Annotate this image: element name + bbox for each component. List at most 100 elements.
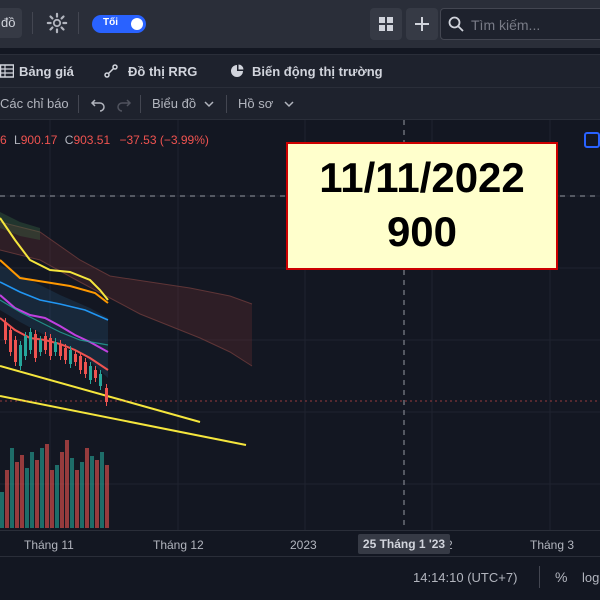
log-scale-toggle[interactable]: log xyxy=(582,570,600,585)
chevron-down-icon xyxy=(204,101,214,108)
candle xyxy=(34,334,37,358)
price-chart[interactable] xyxy=(0,120,600,530)
ohlc-low-value: 900.17 xyxy=(20,133,58,147)
profile-dropdown[interactable]: Hồ sơ xyxy=(238,96,274,111)
divider xyxy=(226,95,227,113)
theme-toggle[interactable]: Tối xyxy=(92,15,146,33)
link-icon[interactable] xyxy=(584,132,600,148)
candle xyxy=(44,336,47,350)
percent-scale-toggle[interactable]: % xyxy=(555,569,568,585)
trendline-upper xyxy=(0,365,201,423)
rrg-chart-icon xyxy=(104,64,118,78)
chevron-down-icon xyxy=(284,101,294,108)
ichimoku-cloud xyxy=(0,222,252,366)
volume-bar xyxy=(10,448,14,528)
volume-bar xyxy=(105,465,109,528)
volume-bar xyxy=(75,470,79,528)
nav-item-price-board[interactable]: Bảng giá xyxy=(19,64,74,79)
clock[interactable]: 14:14:10 (UTC+7) xyxy=(413,570,518,585)
time-axis[interactable]: Tháng 11 Tháng 12 2023 2 Tháng 3 25 Thán… xyxy=(0,530,600,556)
chart-tab[interactable]: đồ xyxy=(0,8,22,38)
pie-chart-icon xyxy=(231,64,244,77)
volume-bar xyxy=(100,452,104,528)
green-cloud xyxy=(0,212,40,240)
redo-icon[interactable] xyxy=(116,96,132,112)
volume-bar xyxy=(50,470,54,528)
candle xyxy=(84,362,87,374)
ohlc-close-label: C xyxy=(64,133,74,147)
candle xyxy=(69,350,72,364)
nav-item-rrg[interactable]: Đồ thị RRG xyxy=(128,64,198,79)
volume-bar xyxy=(55,465,59,528)
volume-bar xyxy=(25,468,29,528)
volume-bar xyxy=(5,470,9,528)
chart-toolbar: Các chỉ báo Biểu đồ Hồ sơ xyxy=(0,88,600,120)
theme-toggle-label: Tối xyxy=(103,17,118,28)
candle xyxy=(49,338,52,356)
volume-bar xyxy=(65,440,69,528)
moving-average-yellow xyxy=(0,217,109,301)
moving-average-red xyxy=(0,317,109,371)
bottom-bar: 14:14:10 (UTC+7) % log xyxy=(0,556,600,600)
layout-button[interactable] xyxy=(370,8,402,40)
volume-bar xyxy=(20,455,24,528)
moving-average-orange xyxy=(0,259,109,304)
candle xyxy=(94,370,97,378)
volume-bar xyxy=(85,448,89,528)
nav-bar: Bảng giá Đồ thị RRG Biến động thị trường xyxy=(0,54,600,88)
divider xyxy=(539,566,540,588)
divider xyxy=(78,95,79,113)
candle xyxy=(39,340,42,352)
volume-bar xyxy=(30,452,34,528)
volume-bar xyxy=(95,460,99,528)
candle xyxy=(105,388,108,402)
ohlc-legend: 6 L900.17 C903.51 −37.53 (−3.99%) xyxy=(0,133,209,147)
ohlc-low-label: L xyxy=(14,133,21,147)
time-axis-label: Tháng 12 xyxy=(153,538,204,552)
search-box[interactable]: Tìm kiếm... xyxy=(440,8,600,40)
indicators-button[interactable]: Các chỉ báo xyxy=(0,96,69,111)
grid-icon xyxy=(379,17,393,31)
undo-icon[interactable] xyxy=(90,96,106,112)
time-axis-label: Tháng 3 xyxy=(530,538,575,552)
divider xyxy=(78,12,79,34)
volume-bar xyxy=(80,462,84,528)
toggle-knob xyxy=(131,18,143,30)
volume-bar xyxy=(35,460,39,528)
ohlc-open-tail: 6 xyxy=(0,133,7,147)
search-icon xyxy=(448,16,464,32)
candle xyxy=(74,354,77,362)
add-button[interactable] xyxy=(406,8,438,40)
candle xyxy=(64,348,67,360)
plus-icon xyxy=(415,17,429,31)
volume-bar xyxy=(60,452,64,528)
nav-item-market-movement[interactable]: Biến động thị trường xyxy=(252,64,383,79)
volume-bar xyxy=(70,458,74,528)
ichimoku-cloud-upper xyxy=(0,221,253,305)
annotation-callout: 11/11/2022 900 xyxy=(286,142,558,270)
divider xyxy=(140,95,141,113)
volume-bar xyxy=(40,448,44,528)
candle xyxy=(24,336,27,356)
annotation-value: 900 xyxy=(386,208,458,255)
search-input[interactable]: Tìm kiếm... xyxy=(471,17,541,33)
top-bar: đồ Tối Tìm kiếm... xyxy=(0,0,600,48)
volume-bar xyxy=(90,456,94,528)
chart-pane[interactable]: 6 L900.17 C903.51 −37.53 (−3.99%) 11/11/… xyxy=(0,120,600,530)
trendline-lower xyxy=(0,395,247,446)
ichimoku-cloud-lower xyxy=(0,249,253,367)
volume-bar xyxy=(0,492,4,528)
annotation-date: 11/11/2022 xyxy=(319,154,525,201)
volume-bar xyxy=(15,462,19,528)
candle xyxy=(14,340,17,362)
bollinger-band xyxy=(0,265,108,378)
gear-icon[interactable] xyxy=(46,12,68,34)
time-axis-label: 2023 xyxy=(290,538,317,552)
candle xyxy=(79,356,82,370)
ohlc-change: −37.53 (−3.99%) xyxy=(119,133,209,147)
candle xyxy=(99,374,102,386)
crosshair-date-label: 25 Tháng 1 '23 xyxy=(358,534,450,554)
candle xyxy=(4,322,7,340)
chart-type-dropdown[interactable]: Biểu đồ xyxy=(152,96,197,111)
ohlc-close-value: 903.51 xyxy=(73,133,111,147)
